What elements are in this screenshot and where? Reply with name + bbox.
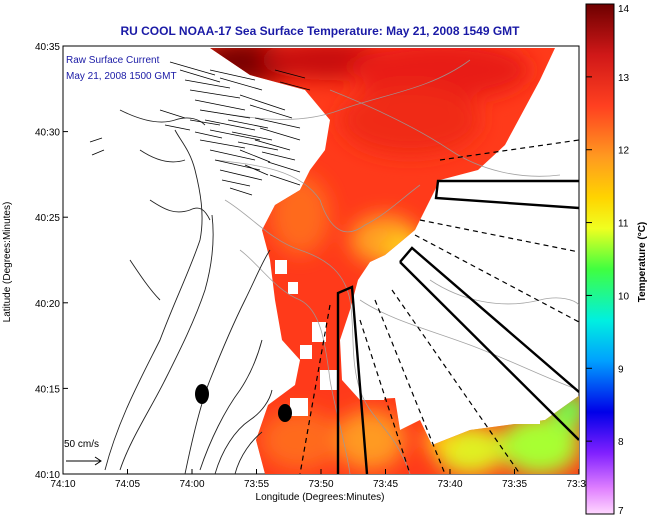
x-axis-label: Longitude (Degrees:Minutes) [256, 492, 385, 503]
colorbar-label: Temperature (°C) [637, 222, 648, 303]
x-tick-label: 73:35 [502, 479, 527, 490]
colorbar-tick-label: 9 [618, 364, 624, 375]
colorbar-tick-label: 14 [618, 4, 630, 15]
y-tick-label: 40:35 [35, 42, 60, 53]
colorbar-tick-label: 7 [618, 506, 624, 517]
colorbar-ticks: 14 13 12 11 10 9 8 7 [586, 3, 630, 517]
x-axis-ticks: 74:10 74:05 74:00 73:55 73:50 73:45 73:40 73:35… [50, 469, 592, 490]
x-tick-label: 73:55 [244, 479, 269, 490]
data-gaps [250, 150, 540, 424]
x-tick-label: 74:00 [179, 479, 204, 490]
y-axis-ticks: 40:35 40:30 40:25 40:20 40:15 40:10 [35, 42, 68, 481]
colorbar-tick-label: 8 [618, 437, 624, 448]
colorbar-tick-label: 12 [618, 146, 630, 157]
sector-lines [299, 139, 579, 474]
y-tick-label: 40:30 [35, 128, 60, 139]
coastline [104, 109, 273, 474]
y-axis-label: Latitude (Degrees:Minutes) [2, 202, 13, 323]
x-tick-label: 73:45 [373, 479, 398, 490]
y-tick-label: 40:25 [35, 213, 60, 224]
x-tick-label: 74:05 [115, 479, 140, 490]
scale-label: 50 cm/s [64, 439, 99, 450]
colorbar-tick-label: 11 [618, 219, 629, 230]
colorbar-tick-label: 10 [618, 291, 630, 302]
colorbar-tick-label: 13 [618, 73, 630, 84]
legend-line-2: May 21, 2008 1500 GMT [66, 71, 177, 82]
x-tick-label: 73:50 [308, 479, 333, 490]
chart-title: RU COOL NOAA-17 Sea Surface Temperature:… [120, 24, 520, 38]
legend-line-1: Raw Surface Current [66, 55, 160, 66]
feature-blob-1 [195, 384, 209, 404]
x-tick-label: 73:40 [437, 479, 462, 490]
shipping-lanes [336, 179, 579, 474]
bathymetry-contours [199, 59, 579, 474]
y-tick-label: 40:15 [35, 384, 60, 395]
colorbar [585, 3, 615, 515]
current-vectors [89, 61, 311, 196]
y-tick-label: 40:10 [35, 470, 60, 481]
x-tick-label: 73:30 [566, 479, 591, 490]
feature-blob-2 [278, 404, 292, 422]
y-tick-label: 40:20 [35, 299, 60, 310]
x-tick-label: 74:10 [50, 479, 75, 490]
